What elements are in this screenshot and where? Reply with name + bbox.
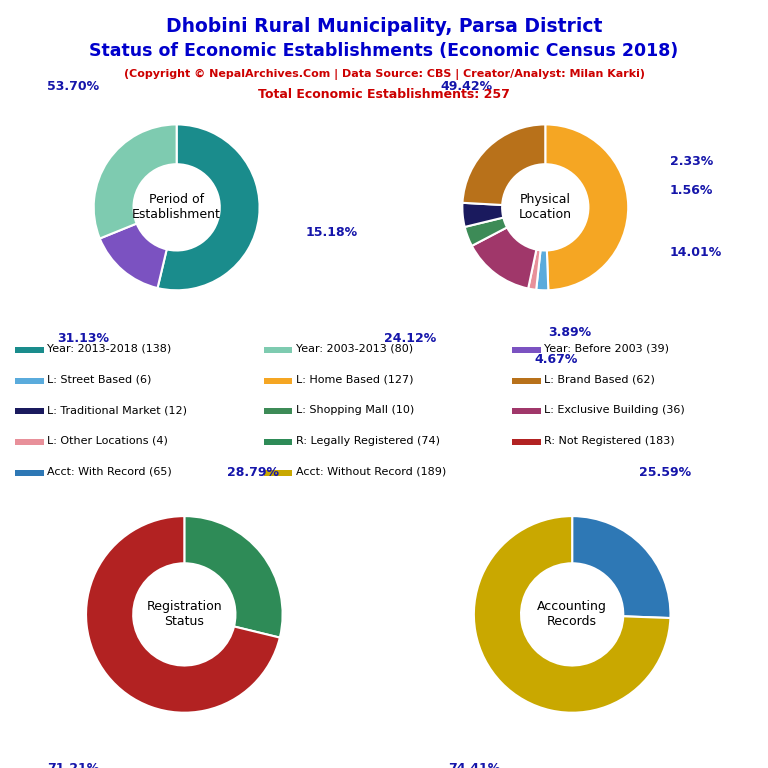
Text: Registration
Status: Registration Status xyxy=(147,601,222,628)
Text: 71.21%: 71.21% xyxy=(48,762,100,768)
Text: Total Economic Establishments: 257: Total Economic Establishments: 257 xyxy=(258,88,510,101)
Text: L: Home Based (127): L: Home Based (127) xyxy=(296,375,413,385)
Wedge shape xyxy=(100,223,167,288)
Text: Year: Before 2003 (39): Year: Before 2003 (39) xyxy=(544,344,669,354)
Wedge shape xyxy=(572,516,670,618)
Text: 24.12%: 24.12% xyxy=(384,332,437,345)
Bar xyxy=(512,347,541,353)
Wedge shape xyxy=(462,124,545,205)
Text: 4.67%: 4.67% xyxy=(534,353,578,366)
Bar xyxy=(15,409,44,415)
Wedge shape xyxy=(472,227,536,289)
Text: 74.41%: 74.41% xyxy=(448,762,500,768)
Text: 25.59%: 25.59% xyxy=(640,466,692,479)
Text: 1.56%: 1.56% xyxy=(670,184,713,197)
Bar xyxy=(15,439,44,445)
Text: L: Other Locations (4): L: Other Locations (4) xyxy=(48,436,168,446)
Bar xyxy=(15,347,44,353)
Bar xyxy=(263,439,293,445)
Text: Dhobini Rural Municipality, Parsa District: Dhobini Rural Municipality, Parsa Distri… xyxy=(166,17,602,36)
Text: Acct: With Record (65): Acct: With Record (65) xyxy=(48,467,172,477)
Text: R: Not Registered (183): R: Not Registered (183) xyxy=(544,436,675,446)
Bar xyxy=(263,378,293,384)
Text: 31.13%: 31.13% xyxy=(58,332,109,345)
Wedge shape xyxy=(94,124,177,239)
Text: 2.33%: 2.33% xyxy=(670,155,713,168)
Text: Accounting
Records: Accounting Records xyxy=(538,601,607,628)
Bar xyxy=(15,378,44,384)
Wedge shape xyxy=(528,250,541,290)
Text: Physical
Location: Physical Location xyxy=(518,194,572,221)
Text: 15.18%: 15.18% xyxy=(305,226,357,239)
Text: R: Legally Registered (74): R: Legally Registered (74) xyxy=(296,436,440,446)
Bar xyxy=(512,409,541,415)
Text: Acct: Without Record (189): Acct: Without Record (189) xyxy=(296,467,446,477)
Wedge shape xyxy=(184,516,283,637)
Bar xyxy=(512,378,541,384)
Wedge shape xyxy=(536,250,548,290)
Bar xyxy=(263,347,293,353)
Text: Period of
Establishment: Period of Establishment xyxy=(132,194,221,221)
Bar xyxy=(15,470,44,476)
Text: 3.89%: 3.89% xyxy=(548,326,591,339)
Text: Year: 2003-2013 (80): Year: 2003-2013 (80) xyxy=(296,344,413,354)
Text: L: Exclusive Building (36): L: Exclusive Building (36) xyxy=(544,406,685,415)
Text: (Copyright © NepalArchives.Com | Data Source: CBS | Creator/Analyst: Milan Karki: (Copyright © NepalArchives.Com | Data So… xyxy=(124,69,644,80)
Text: 53.70%: 53.70% xyxy=(47,81,99,94)
Text: L: Traditional Market (12): L: Traditional Market (12) xyxy=(48,406,187,415)
Text: Status of Economic Establishments (Economic Census 2018): Status of Economic Establishments (Econo… xyxy=(89,42,679,60)
Wedge shape xyxy=(157,124,260,290)
Wedge shape xyxy=(474,516,670,713)
Wedge shape xyxy=(465,217,507,246)
Bar xyxy=(512,439,541,445)
Wedge shape xyxy=(545,124,628,290)
Wedge shape xyxy=(86,516,280,713)
Text: 14.01%: 14.01% xyxy=(670,247,722,260)
Bar xyxy=(263,470,293,476)
Text: Year: 2013-2018 (138): Year: 2013-2018 (138) xyxy=(48,344,171,354)
Text: L: Shopping Mall (10): L: Shopping Mall (10) xyxy=(296,406,414,415)
Wedge shape xyxy=(462,203,503,227)
Bar xyxy=(263,409,293,415)
Text: L: Brand Based (62): L: Brand Based (62) xyxy=(544,375,655,385)
Text: 28.79%: 28.79% xyxy=(227,466,279,479)
Text: L: Street Based (6): L: Street Based (6) xyxy=(48,375,152,385)
Text: 49.42%: 49.42% xyxy=(440,81,492,94)
